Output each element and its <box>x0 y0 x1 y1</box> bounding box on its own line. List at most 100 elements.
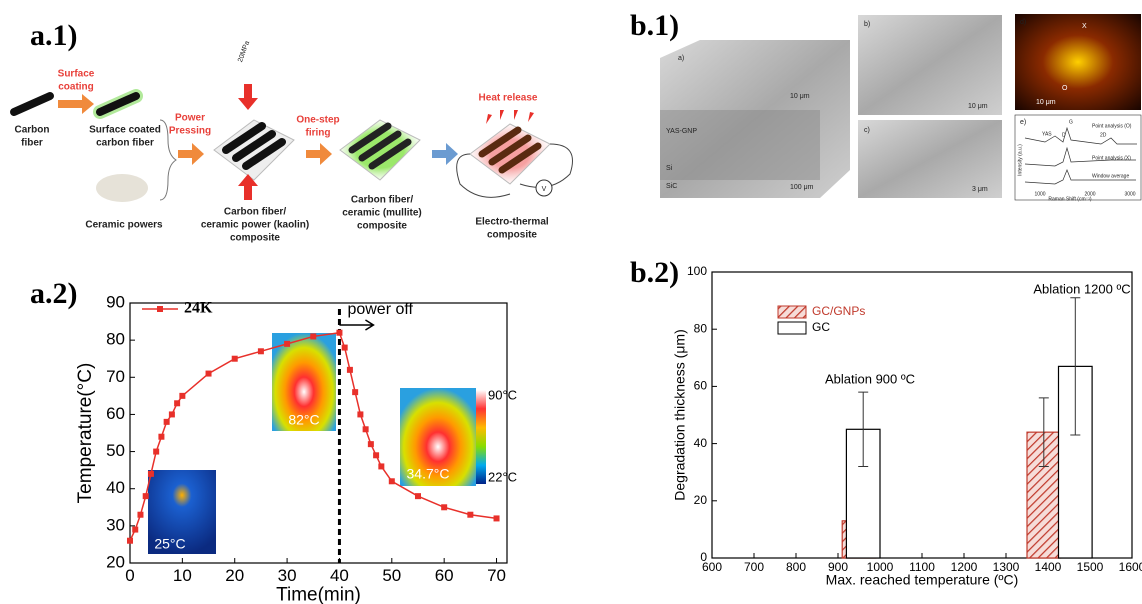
marker <box>494 515 500 521</box>
marker <box>310 333 316 339</box>
label: d) <box>1020 19 1026 26</box>
y-tick-label: 80 <box>694 321 708 335</box>
x-tick-label: 0 <box>125 566 134 585</box>
label: firing <box>306 128 331 139</box>
marker <box>137 512 143 518</box>
legend-label: GC <box>812 320 830 334</box>
marker <box>169 411 175 417</box>
label: Power <box>175 113 205 124</box>
y-tick-label: 20 <box>106 552 125 571</box>
label: Pressing <box>169 126 211 137</box>
label: ceramic power (kaolin) <box>201 220 309 231</box>
x-tick-label: 1400 <box>1035 560 1062 574</box>
x-axis-label: Time(min) <box>276 584 361 604</box>
marker <box>441 504 447 510</box>
label: Point analysis (O) <box>1092 123 1132 129</box>
label: c) <box>864 127 870 134</box>
x-tick-label: 70 <box>487 566 506 585</box>
legend-label: 24K <box>184 300 213 317</box>
marker <box>352 389 358 395</box>
inset-label: 25°C <box>154 536 185 552</box>
annotation: Ablation 900 ºC <box>825 371 915 386</box>
marker <box>467 512 473 518</box>
x-tick-label: 1500 <box>1077 560 1104 574</box>
y-tick-label: 90 <box>106 292 125 311</box>
x-tick-label: 700 <box>744 560 764 574</box>
x-tick-label: 20 <box>225 566 244 585</box>
label: 10 μm <box>1036 99 1056 106</box>
sem-image <box>858 15 1002 115</box>
label: Intensity (a.u.) <box>1017 144 1023 176</box>
inset-label: 82°C <box>288 412 319 428</box>
label: D <box>1062 132 1066 138</box>
label: fiber <box>21 138 43 149</box>
label: SiC <box>666 183 677 190</box>
label: composite <box>230 233 280 244</box>
marker <box>148 471 154 477</box>
marker <box>158 434 164 440</box>
y-tick-label: 60 <box>106 404 125 423</box>
label: Carbon fiber/ <box>224 207 286 218</box>
x-tick-label: 60 <box>435 566 454 585</box>
label: V <box>542 186 547 193</box>
annotation: Ablation 1200 ºC <box>1033 281 1130 296</box>
label: ceramic (mullite) <box>342 208 421 219</box>
label: YAS <box>1042 131 1052 137</box>
y-tick-label: 70 <box>106 367 125 386</box>
label: coating <box>58 82 94 93</box>
label: 3 μm <box>972 186 988 193</box>
marker <box>347 367 353 373</box>
marker <box>143 493 149 499</box>
label: e) <box>1020 119 1026 126</box>
panel-label: a.1) <box>30 19 78 52</box>
x-tick-label: 30 <box>278 566 297 585</box>
label: G <box>1069 119 1073 125</box>
marker <box>258 348 264 354</box>
colorbar-label: 90°C <box>488 387 517 402</box>
label: composite <box>487 230 537 241</box>
x-tick-label: 10 <box>173 566 192 585</box>
marker <box>415 493 421 499</box>
label: 100 μm <box>790 184 814 191</box>
colorbar <box>476 390 486 484</box>
label: Raman Shift (cm⁻¹) <box>1048 196 1092 202</box>
label: 2D <box>1100 132 1107 138</box>
marker <box>336 330 342 336</box>
y-axis-label: Temperature(°C) <box>75 363 96 504</box>
label: Surface <box>58 69 95 80</box>
annotation: power off <box>347 301 413 318</box>
label: Electro-thermal <box>475 217 549 228</box>
panel-label: a.2) <box>30 277 78 310</box>
label: 1000 <box>1034 191 1045 197</box>
label: Point analysis (X) <box>1092 155 1131 161</box>
x-axis-label: Max. reached temperature (ºC) <box>826 572 1019 588</box>
label: Surface coated <box>89 125 161 136</box>
label: Carbon fiber/ <box>351 195 413 206</box>
label: Si <box>666 165 673 172</box>
legend-marker <box>157 306 163 312</box>
marker <box>373 452 379 458</box>
label: One-step <box>296 115 339 126</box>
label: Ceramic powers <box>85 220 163 231</box>
x-tick-label: 1600 <box>1119 560 1142 574</box>
marker <box>127 538 133 544</box>
y-tick-label: 20 <box>694 493 708 507</box>
y-tick-label: 100 <box>687 264 707 278</box>
marker <box>206 371 212 377</box>
legend-label: GC/GNPs <box>812 304 865 318</box>
label: 10 μm <box>790 93 810 100</box>
x-tick-label: 800 <box>786 560 806 574</box>
label: b) <box>864 21 870 28</box>
figure: a.1) Carbon fiber Surface coating Surfac… <box>0 0 1142 604</box>
marker <box>378 463 384 469</box>
colorbar-label: 22°C <box>488 469 517 484</box>
label: Carbon <box>15 125 50 136</box>
legend-swatch <box>778 322 806 334</box>
y-tick-label: 30 <box>106 515 125 534</box>
label: carbon fiber <box>96 138 154 149</box>
marker <box>357 411 363 417</box>
y-axis-label: Degradation thickness (μm) <box>672 329 688 500</box>
marker <box>342 345 348 351</box>
marker <box>132 527 138 533</box>
label: 10 μm <box>968 103 988 110</box>
